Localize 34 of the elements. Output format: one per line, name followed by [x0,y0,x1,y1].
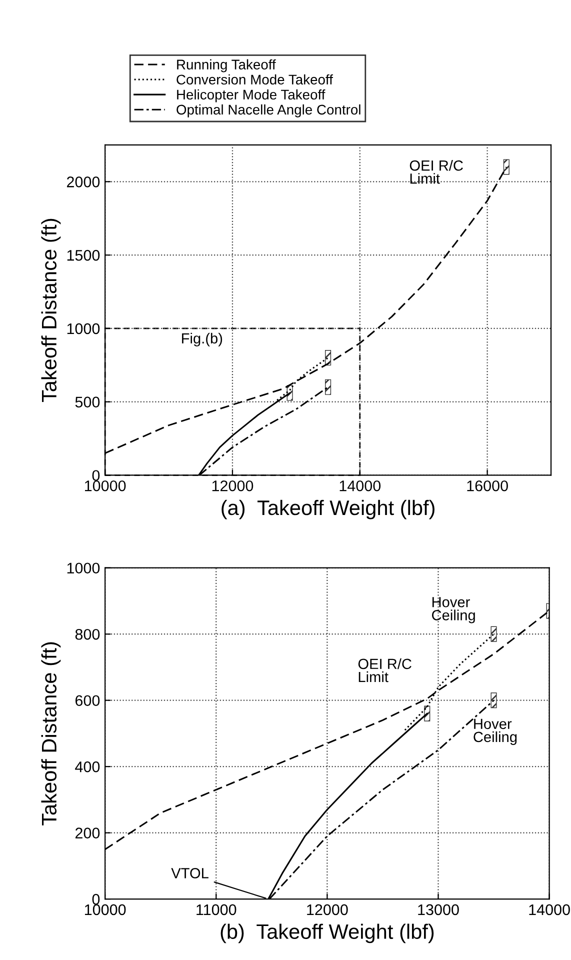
x-tick-label: 14000 [340,480,381,492]
y-tick-label: 800 [75,628,100,640]
y-tick-label: 200 [75,828,100,838]
legend-label: Conversion Mode Takeoff [176,74,333,85]
annotation: Fig.(b) [182,332,222,346]
y-tick-label: 0 [92,470,100,481]
x-tick-label: 12000 [212,480,254,492]
y-axis-title: Takeoff Distance (ft) [41,218,61,402]
x-tick-label: 16000 [467,480,508,492]
legend-label: Optimal Nacelle Angle Control [176,104,360,118]
y-tick-label: 400 [75,761,100,772]
y-tick-label: 1500 [67,250,100,261]
annotation: Hover Ceiling [432,597,475,624]
y-tick-label: 2000 [66,176,100,188]
annotation: OEI R/C Limit [410,160,463,184]
x-axis-title: (b) Takeoff Weight (lbf) [220,924,434,944]
y-tick-label: 600 [75,695,100,706]
y-tick-label: 0 [92,894,100,905]
y-axis-title: Takeoff Distance (ft) [41,642,61,826]
y-tick-label: 1000 [67,323,100,334]
x-tick-label: 13000 [418,904,459,916]
y-tick-label: 500 [75,396,100,408]
x-tick-label: 12000 [307,904,348,916]
x-axis-title: (a) Takeoff Weight (lbf) [222,500,434,520]
x-tick-label: 11000 [196,904,236,916]
legend-label: Helicopter Mode Takeoff [177,89,326,102]
annotation: Hover Ceiling [474,718,517,746]
legend-label: Running Takeoff [177,59,276,72]
y-tick-label: 1000 [67,562,100,574]
annotation: VTOL [171,868,208,878]
x-tick-label: 10000 [84,480,126,492]
x-tick-label: 14000 [529,904,570,916]
annotation: OEI R/C Limit [358,658,412,682]
x-tick-label: 10000 [84,904,126,916]
